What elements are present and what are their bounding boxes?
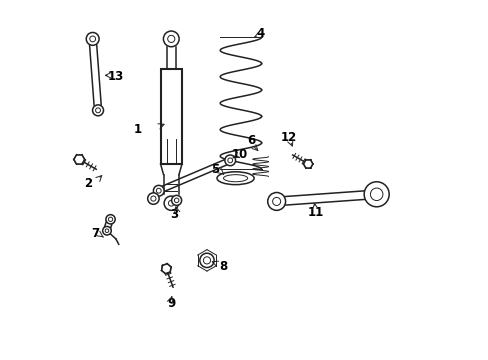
Circle shape <box>370 188 382 201</box>
Circle shape <box>164 196 178 210</box>
Text: 6: 6 <box>246 134 255 147</box>
Circle shape <box>200 253 214 267</box>
Circle shape <box>272 197 280 206</box>
Bar <box>160 69 182 164</box>
Circle shape <box>267 193 285 210</box>
Circle shape <box>171 195 181 205</box>
Circle shape <box>95 108 100 113</box>
Text: 12: 12 <box>280 131 296 144</box>
Text: 4: 4 <box>256 27 264 40</box>
Text: 3: 3 <box>169 208 178 221</box>
Polygon shape <box>74 155 84 164</box>
Circle shape <box>150 196 156 201</box>
Circle shape <box>86 32 99 45</box>
Circle shape <box>105 229 108 233</box>
Polygon shape <box>162 264 171 274</box>
Text: 13: 13 <box>107 70 124 83</box>
Circle shape <box>156 188 161 193</box>
Ellipse shape <box>217 172 254 185</box>
Text: 10: 10 <box>232 148 248 161</box>
Circle shape <box>167 35 175 42</box>
Text: 2: 2 <box>84 177 92 190</box>
Text: 5: 5 <box>211 163 219 176</box>
Circle shape <box>106 215 115 224</box>
Text: 7: 7 <box>91 227 99 240</box>
Circle shape <box>364 182 388 207</box>
Text: 1: 1 <box>133 123 141 136</box>
Circle shape <box>227 158 232 163</box>
Circle shape <box>174 198 179 203</box>
Circle shape <box>147 193 159 204</box>
Circle shape <box>224 155 235 166</box>
Circle shape <box>168 201 174 206</box>
Circle shape <box>153 185 164 196</box>
Polygon shape <box>303 160 312 168</box>
Circle shape <box>203 257 210 264</box>
Ellipse shape <box>223 175 247 182</box>
Text: 11: 11 <box>307 206 324 219</box>
Circle shape <box>92 105 103 116</box>
Circle shape <box>108 217 112 221</box>
Text: 9: 9 <box>167 297 175 310</box>
Text: 8: 8 <box>219 260 227 273</box>
Circle shape <box>90 36 95 42</box>
Circle shape <box>102 226 111 235</box>
Circle shape <box>163 31 179 47</box>
